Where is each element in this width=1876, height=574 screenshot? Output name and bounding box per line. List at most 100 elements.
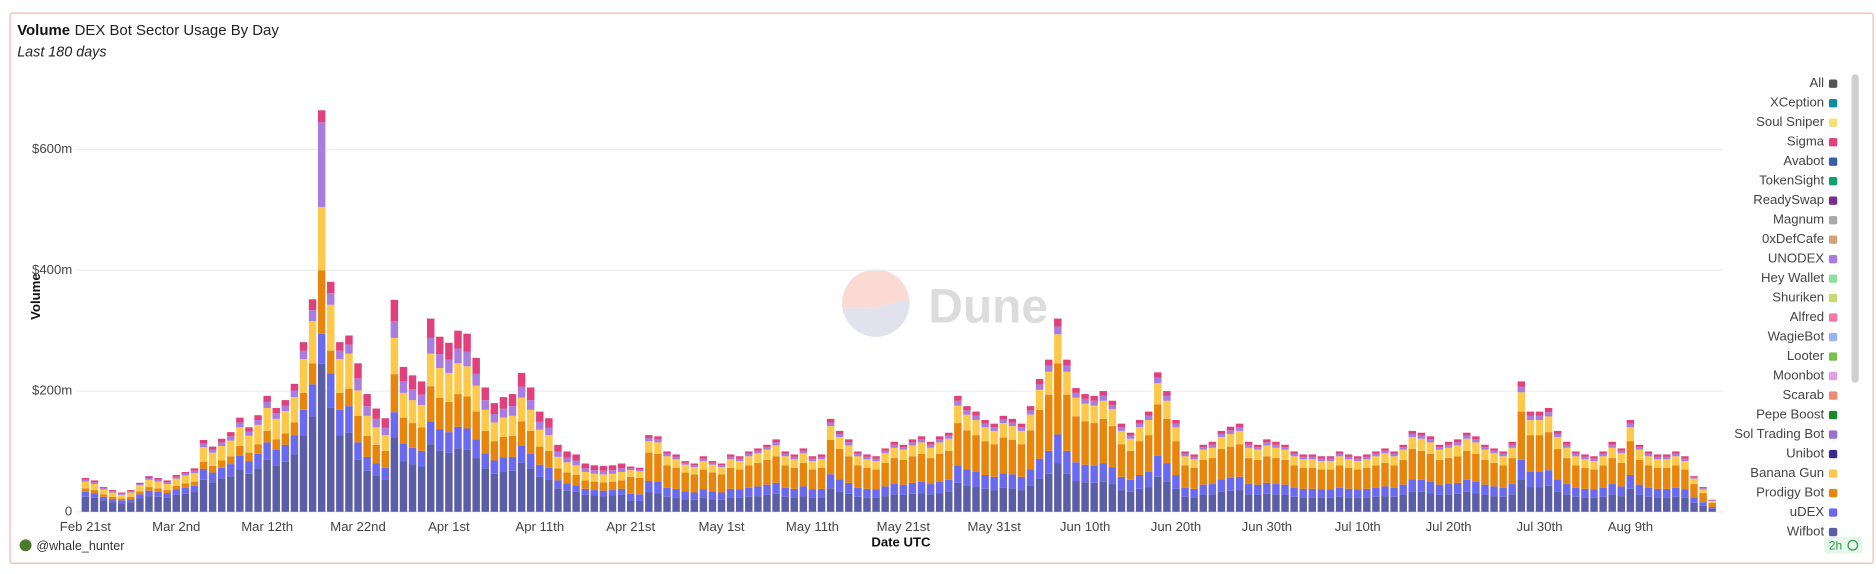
legend-swatch — [1828, 488, 1838, 498]
bar-segment — [117, 493, 126, 495]
bar-segment — [1090, 465, 1098, 483]
legend-item[interactable]: Pepe Boost — [1756, 407, 1838, 422]
bar-segment — [963, 406, 971, 411]
bar-segment — [1135, 474, 1144, 489]
bar-segment — [1553, 436, 1562, 450]
legend-label: Shuriken — [1772, 290, 1824, 305]
bar-segment — [854, 465, 862, 488]
bar-segment — [1653, 454, 1662, 457]
bar-segment — [181, 475, 190, 484]
bar-segment — [172, 485, 180, 490]
bar-segment — [1681, 458, 1689, 462]
bar-segment — [590, 465, 599, 471]
legend-item[interactable]: Alfred — [1790, 309, 1838, 324]
bar-segment — [1108, 484, 1117, 512]
legend-label: Hey Wallet — [1761, 270, 1824, 285]
bar-segment — [1453, 445, 1462, 457]
bar-segment — [899, 494, 908, 512]
bar-segment — [672, 456, 680, 460]
bar-segment — [790, 497, 798, 512]
bar-segment — [436, 397, 444, 430]
bar-segment — [281, 444, 290, 462]
bar-segment — [890, 444, 898, 448]
bar-segment — [926, 447, 935, 459]
bar-segment — [499, 471, 508, 512]
bar-segment — [808, 461, 817, 470]
legend-item[interactable]: Shuriken — [1772, 290, 1838, 305]
bar-segment — [1708, 499, 1716, 501]
legend-swatch — [1828, 196, 1838, 205]
bar-segment — [1408, 436, 1416, 450]
bar-segment — [781, 456, 789, 466]
bar-segment — [517, 372, 526, 387]
bar-segment — [281, 405, 290, 411]
author[interactable]: @whale_hunter — [36, 539, 124, 553]
legend-label: Magnum — [1773, 212, 1824, 227]
legend-item[interactable]: XCeption — [1770, 95, 1838, 110]
bar-segment — [736, 489, 744, 498]
bar-segment — [245, 473, 253, 512]
bar-segment — [1199, 494, 1207, 512]
bar-segment — [227, 464, 235, 477]
bar-segment — [908, 442, 917, 446]
legend-item[interactable]: All — [1810, 75, 1838, 90]
legend-item[interactable]: Hey Wallet — [1761, 270, 1838, 285]
bar-segment — [99, 487, 108, 489]
y-tick-label: $200m — [32, 383, 72, 398]
bar-segment — [1508, 447, 1516, 459]
bar-segment — [1126, 432, 1135, 436]
legend-item[interactable]: WagieBot — [1768, 329, 1838, 344]
legend-item[interactable]: 0xDefCafe — [1762, 231, 1838, 246]
bar-segment — [1154, 377, 1162, 384]
bar-segment — [1317, 458, 1326, 462]
bar-segment — [935, 493, 944, 512]
legend-item[interactable]: Looter — [1787, 348, 1838, 363]
legend-item[interactable]: Moonbot — [1773, 368, 1838, 383]
bar-segment — [1208, 484, 1217, 495]
bar-segment — [1472, 442, 1480, 454]
bar-segment — [690, 492, 699, 500]
bar-segment — [1154, 455, 1162, 477]
bar-segment — [363, 394, 371, 407]
bar-segment — [199, 461, 208, 469]
bar-segment — [427, 386, 435, 422]
bar-segment — [972, 487, 980, 512]
legend-item[interactable]: TokenSight — [1759, 173, 1838, 188]
bar-segment — [963, 469, 971, 486]
bar-segment — [508, 470, 517, 512]
legend-item[interactable]: Prodigy Bot — [1756, 485, 1838, 500]
bar-segment — [1172, 427, 1180, 442]
bar-segment — [954, 465, 962, 483]
bar-segment — [990, 427, 998, 431]
legend-item[interactable]: Sol Trading Bot — [1734, 426, 1838, 441]
legend-item[interactable]: Sigma — [1787, 134, 1838, 149]
bar-segment — [1072, 388, 1080, 393]
legend-item[interactable]: Avabot — [1783, 153, 1838, 168]
legend-item[interactable]: Wifbot — [1787, 523, 1838, 538]
bar-segment — [1172, 488, 1180, 512]
bar-segment — [417, 381, 426, 395]
bar-segment — [1608, 447, 1616, 459]
bar-segment — [790, 456, 798, 460]
bar-segment — [1308, 454, 1317, 457]
legend-item[interactable]: UNODEX — [1768, 251, 1838, 266]
legend-item[interactable]: Unibot — [1786, 446, 1838, 461]
legend-scrollbar[interactable] — [1851, 74, 1859, 383]
bar-segment — [536, 446, 544, 465]
bar-segment — [199, 439, 208, 444]
legend-item[interactable]: Banana Gun — [1750, 465, 1838, 480]
bar-segment — [1144, 420, 1153, 436]
bar-segment — [526, 453, 535, 469]
legend-item[interactable]: ReadySwap — [1753, 192, 1838, 207]
legend-item[interactable]: Soul Sniper — [1756, 114, 1838, 129]
bar-segment — [1244, 484, 1253, 495]
bar-segment — [763, 494, 771, 512]
bar-segment — [1581, 459, 1589, 468]
bar-segment — [1154, 404, 1162, 456]
bar-segment — [1035, 378, 1044, 385]
bar-segment — [1481, 459, 1489, 485]
bar-segment — [499, 436, 508, 458]
legend-item[interactable]: Magnum — [1773, 212, 1838, 227]
legend-item[interactable]: uDEX — [1790, 504, 1838, 519]
legend-item[interactable]: Scarab — [1782, 387, 1838, 402]
